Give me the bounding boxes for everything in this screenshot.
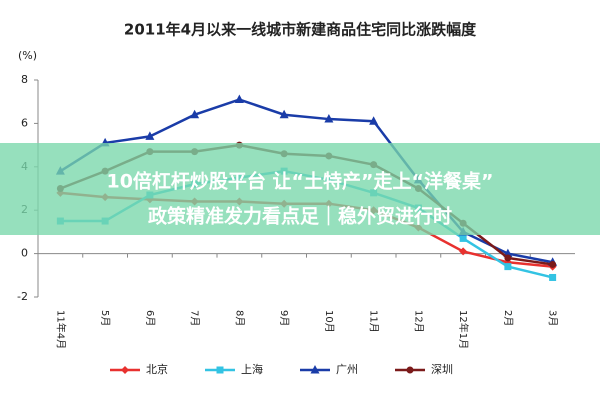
marker	[310, 365, 320, 374]
marker	[369, 116, 379, 125]
overlay-text: 政策精准发力看点足｜稳外贸进行时	[148, 205, 452, 228]
y-tick-label: 6	[21, 116, 28, 129]
overlay-banner	[0, 143, 600, 235]
chart-title: 2011年4月以来一线城市新建商品住宅同比涨跌幅度	[124, 21, 477, 39]
x-tick-label: 8月	[233, 310, 245, 326]
x-tick-label: 11月	[368, 310, 380, 333]
legend-label: 北京	[146, 362, 168, 376]
x-tick-label: 3月	[547, 310, 559, 326]
marker	[190, 109, 200, 119]
x-tick-label: 2月	[502, 310, 514, 326]
legend-label: 广州	[336, 363, 358, 376]
x-tick-label: 5月	[99, 310, 111, 326]
y-tick-label: 8	[21, 73, 28, 86]
marker	[459, 247, 468, 256]
x-tick-label: 7月	[189, 310, 201, 326]
x-tick-label: 6月	[144, 310, 156, 326]
marker	[279, 109, 289, 119]
x-tick-label: 11年4月	[54, 310, 67, 349]
marker	[459, 234, 467, 242]
legend-label: 上海	[241, 362, 263, 376]
x-tick-label: 9月	[278, 310, 290, 326]
legend-label: 深圳	[431, 363, 453, 376]
x-tick-label: 12月	[412, 310, 424, 333]
marker	[549, 260, 557, 268]
x-tick-label: 12年1月	[457, 310, 470, 349]
x-tick-label: 10月	[323, 310, 335, 333]
marker	[324, 114, 334, 123]
marker	[549, 273, 557, 281]
marker	[504, 263, 512, 271]
y-tick-label: -2	[17, 290, 28, 303]
overlay-text: 10倍杠杆炒股平台 让“土特产”走上“洋餐桌”	[106, 170, 493, 193]
marker	[145, 131, 155, 140]
marker	[121, 366, 129, 374]
y-axis-label: (%)	[18, 49, 37, 62]
marker	[406, 366, 414, 374]
y-tick-label: 0	[21, 247, 28, 260]
marker	[216, 366, 224, 374]
marker	[234, 94, 244, 104]
series-line	[59, 98, 553, 264]
marker	[504, 254, 512, 262]
